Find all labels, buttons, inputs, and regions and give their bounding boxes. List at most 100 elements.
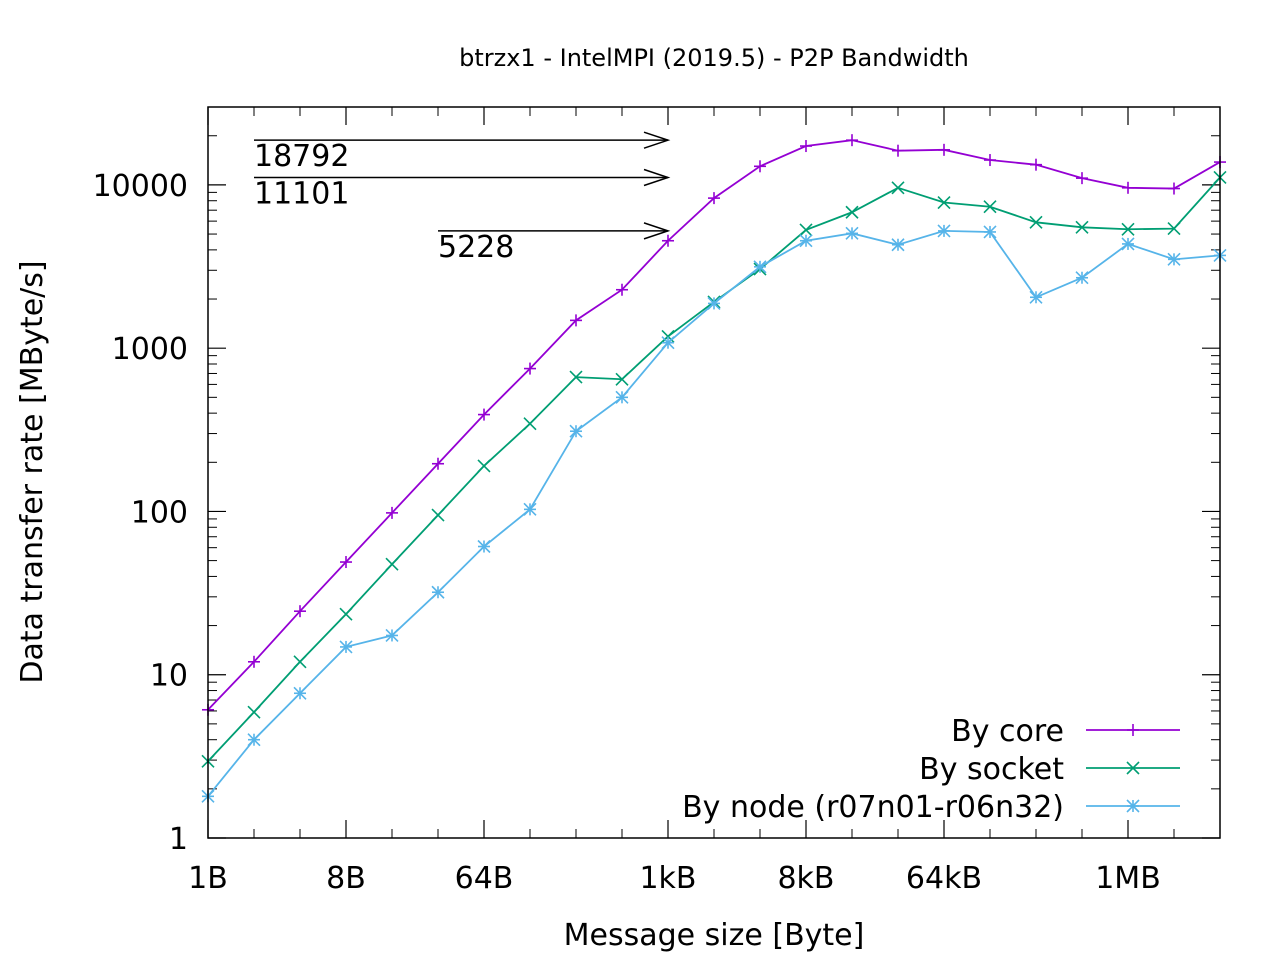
annotation-arrowhead [643, 168, 671, 187]
data-point [754, 160, 766, 173]
data-point [1122, 181, 1134, 194]
series-2 [201, 224, 1227, 803]
data-point [1121, 237, 1135, 251]
data-point [477, 539, 491, 554]
axis-ticks: 1B 8B 64B 1kB 8kB 64kB 1MB 1 10 100 1000 10000 [93, 107, 1221, 896]
data-point [799, 234, 813, 248]
data-point [662, 234, 674, 247]
data-point [891, 181, 905, 195]
data-point [1167, 222, 1181, 236]
data-point [339, 607, 353, 621]
data-point [247, 705, 261, 719]
data-point [1167, 252, 1181, 266]
annotation-2: 5228 [438, 222, 671, 265]
data-point [616, 283, 628, 296]
x-axis-label: Message size [Byte] [564, 918, 865, 953]
chart-title: btrzx1 - IntelMPI (2019.5) - P2P Bandwid… [459, 44, 969, 72]
data-point [1075, 271, 1089, 285]
data-point [1076, 172, 1088, 185]
annotation-arrowhead [643, 131, 671, 149]
data-point [478, 408, 490, 421]
y-tick-label: 100 [131, 495, 188, 530]
data-point [661, 336, 675, 350]
series-0 [202, 134, 1226, 716]
annotation-label: 5228 [438, 230, 514, 265]
data-point [339, 640, 353, 654]
data-point [615, 372, 629, 386]
data-point [477, 459, 491, 473]
data-point [569, 424, 583, 438]
data-point [892, 144, 904, 157]
series-line [207, 229, 1221, 797]
data-point [293, 686, 307, 700]
x-tick-label: 64kB [906, 861, 982, 896]
data-point [524, 362, 536, 375]
data-point [385, 557, 399, 571]
series-layer [201, 134, 1227, 803]
data-point [293, 655, 307, 669]
x-tick-label: 1kB [639, 861, 696, 896]
x-tick-label: 8kB [777, 861, 834, 896]
plot-frame [207, 106, 1221, 839]
data-point [800, 140, 812, 153]
data-point [1029, 215, 1043, 229]
annotation-label: 11101 [254, 176, 349, 211]
data-point [615, 390, 629, 404]
annotation-0: 18792 [254, 131, 671, 174]
annotation-1: 11101 [254, 168, 671, 211]
data-point [983, 200, 997, 214]
legend-item-2: By node (r07n01-r06n32) [682, 790, 1180, 825]
data-point [708, 192, 720, 205]
data-point [294, 605, 306, 618]
data-point [891, 238, 905, 252]
data-point [431, 508, 445, 522]
data-point [1075, 220, 1089, 234]
data-point [845, 205, 859, 219]
data-point [1121, 222, 1135, 236]
data-point [1029, 290, 1043, 304]
legend-marker [1126, 761, 1140, 775]
data-point [247, 733, 261, 747]
y-axis-label: Data transfer rate [MByte/s] [15, 260, 50, 683]
legend-label: By socket [919, 752, 1064, 787]
legend-label: By node (r07n01-r06n32) [682, 790, 1064, 825]
data-point [984, 154, 996, 167]
y-tick-label: 10000 [93, 169, 188, 204]
data-point [799, 223, 813, 237]
data-point [707, 296, 721, 310]
data-point [431, 585, 445, 599]
legend-item-0: By core [951, 714, 1180, 749]
data-point [570, 314, 582, 327]
data-point [386, 506, 398, 519]
annotation-arrowhead [643, 222, 671, 240]
data-point [753, 260, 767, 274]
data-point [938, 143, 950, 156]
x-tick-label: 64B [455, 861, 514, 896]
data-point [523, 417, 537, 431]
data-point [569, 370, 583, 384]
data-point [340, 556, 352, 569]
data-point [1168, 182, 1180, 195]
x-tick-label: 1MB [1095, 861, 1161, 896]
data-point [523, 502, 537, 516]
annotation-label: 18792 [254, 139, 349, 174]
y-tick-label: 1 [169, 822, 188, 857]
data-point [937, 195, 951, 210]
legend-marker [1126, 799, 1140, 813]
y-tick-label: 1000 [112, 332, 188, 367]
data-point [432, 457, 444, 470]
legend-label: By core [951, 714, 1064, 749]
data-point [937, 224, 951, 238]
legend-marker [1127, 724, 1139, 736]
series-1 [201, 170, 1227, 768]
series-line [207, 176, 1221, 762]
y-tick-label: 10 [150, 659, 188, 694]
x-tick-label: 8B [326, 861, 366, 896]
data-point [1030, 158, 1042, 171]
data-point [845, 226, 859, 240]
data-point [385, 628, 399, 643]
data-point [248, 655, 260, 668]
